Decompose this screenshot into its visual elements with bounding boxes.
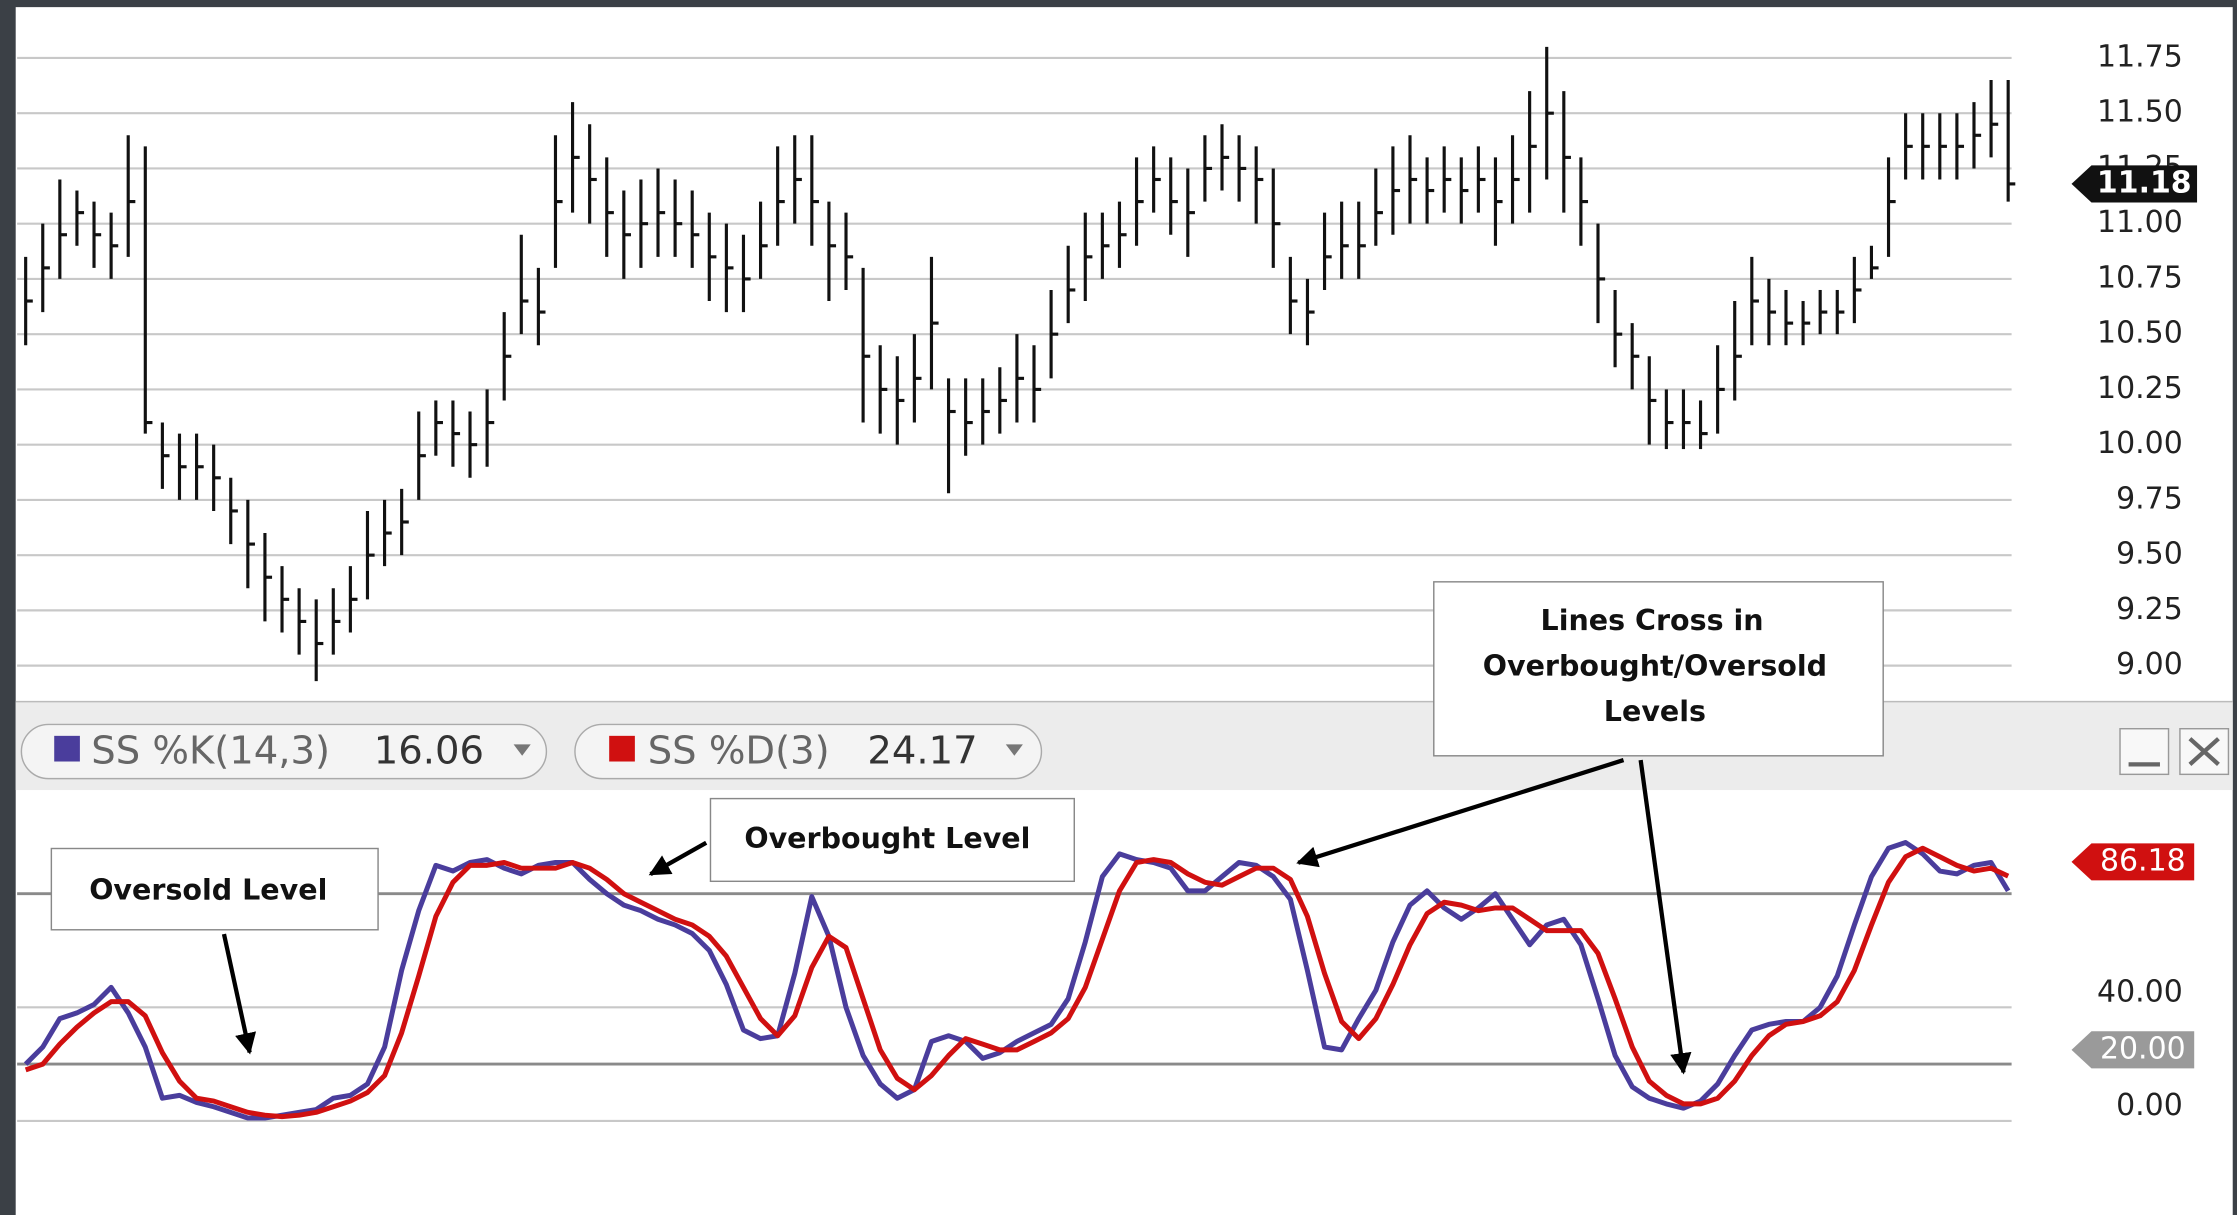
annotation: Oversold Level	[89, 873, 327, 906]
y-tick-label: 11.75	[2097, 39, 2183, 74]
series-line	[23, 840, 2011, 1121]
dropdown[interactable]	[513, 744, 531, 756]
last-value-label: 86.18	[2100, 843, 2186, 878]
annotation-box	[709, 797, 1075, 883]
y-tick-label: 9.75	[2116, 481, 2183, 516]
annotation: Lines Cross in	[1541, 604, 1764, 637]
dropdown[interactable]	[1005, 744, 1023, 756]
legend-name: SS %K(14,3)	[91, 728, 330, 773]
y-tick-label: 11.00	[2097, 205, 2183, 240]
y-tick-label: 40.00	[2097, 975, 2183, 1010]
tick-badge	[2071, 1031, 2195, 1069]
y-tick-label: 20.00	[2100, 1031, 2186, 1066]
annotations: Oversold Level Overbought Level Lines Cr…	[50, 581, 1884, 1075]
y-tick-label: 0.00	[2116, 1088, 2183, 1123]
annotation-box	[1433, 581, 1884, 757]
value-badge	[2071, 165, 2198, 203]
annotation: Levels	[1604, 695, 1706, 728]
arrow	[648, 840, 708, 877]
y-tick-label: 9.25	[2116, 592, 2183, 627]
legend-swatch	[609, 735, 635, 762]
legend-pill[interactable]	[20, 723, 548, 780]
legend-name: SS %D(3)	[648, 728, 830, 773]
legend-value: 24.17	[867, 728, 977, 773]
minimize-button[interactable]	[2119, 728, 2170, 776]
close-button[interactable]	[2179, 728, 2230, 776]
legend-value: 16.06	[374, 728, 484, 773]
legend-pill[interactable]	[574, 723, 1043, 780]
y-tick-label: 10.50	[2097, 316, 2183, 351]
y-tick-label: 10.00	[2097, 426, 2183, 461]
annotation: Overbought Level	[744, 822, 1030, 855]
y-tick-label: 10.25	[2097, 371, 2183, 406]
series-line	[24, 845, 2010, 1120]
y-tick-label: 11.50	[2097, 95, 2183, 130]
last-value-label: 11.18	[2097, 165, 2192, 200]
arrow	[1296, 758, 1625, 868]
annotation-box	[50, 847, 379, 931]
y-tick-label: 9.50	[2116, 537, 2183, 572]
y-tick-label: 10.75	[2097, 260, 2183, 295]
annotation: Overbought/Oversold	[1483, 649, 1827, 682]
legend-swatch	[54, 735, 80, 762]
legend: SS %K(14,3) 16.06 SS %D(3) 24.17	[20, 723, 2230, 780]
value-badge	[2071, 843, 2195, 881]
icon	[2188, 737, 2220, 766]
arrow	[1638, 759, 1692, 1075]
arrow	[221, 933, 257, 1055]
y-tick-label: 9.00	[2116, 647, 2183, 682]
